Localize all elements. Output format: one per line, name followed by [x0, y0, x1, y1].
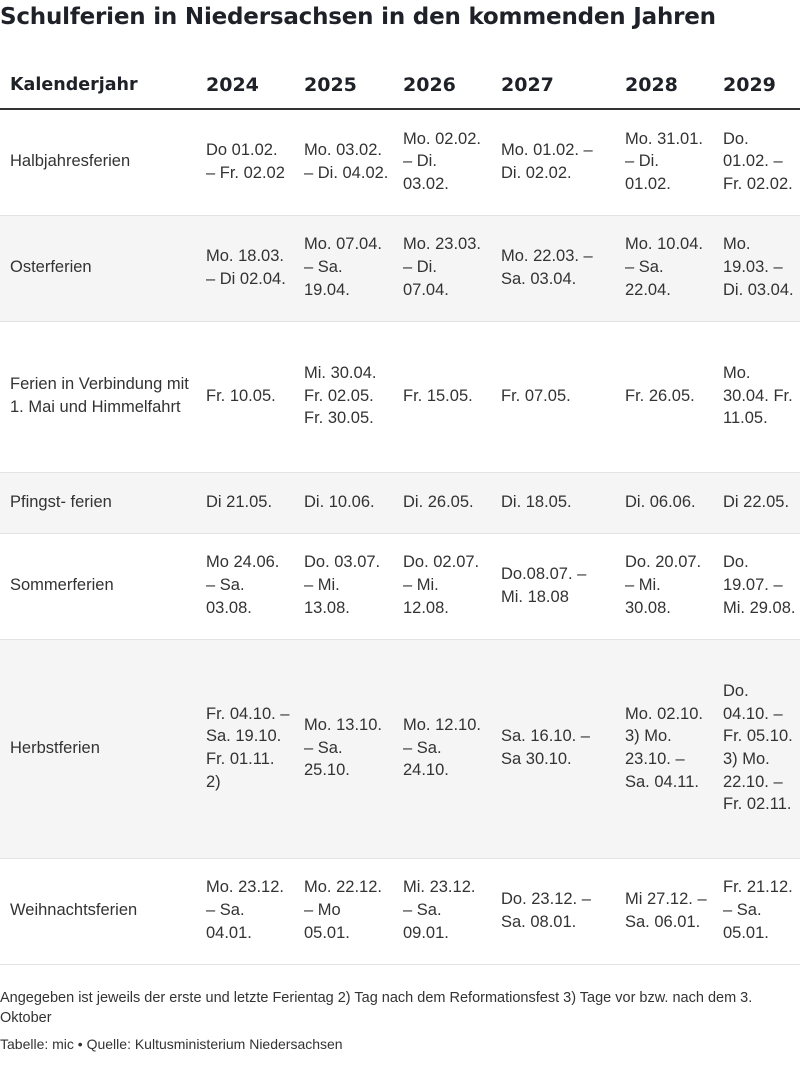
- table-cell: Mo. 12.10. – Sa. 24.10.: [393, 639, 491, 859]
- table-cell: Mo. 31.01. – Di. 01.02.: [615, 109, 713, 216]
- table-cell: Fr. 07.05.: [491, 321, 615, 473]
- table-row: Osterferien Mo. 18.03. – Di 02.04. Mo. 0…: [0, 215, 800, 322]
- table-cell: Mo. 02.10. 3) Mo. 23.10. – Sa. 04.11.: [615, 639, 713, 859]
- table-cell: Do. 04.10. – Fr. 05.10. 3) Mo. 22.10. – …: [713, 639, 800, 859]
- table-cell: Do. 20.07. – Mi. 30.08.: [615, 533, 713, 640]
- table-cell: Di. 10.06.: [294, 472, 393, 534]
- table-cell: Mo. 10.04. – Sa. 22.04.: [615, 215, 713, 322]
- table-cell: Mo. 02.02. – Di. 03.02.: [393, 109, 491, 216]
- row-label: Sommerferien: [0, 533, 196, 640]
- table-header-row: Kalenderjahr 2024 2025 2026 2027 2028 20…: [0, 62, 800, 110]
- holiday-table: Kalenderjahr 2024 2025 2026 2027 2028 20…: [0, 62, 800, 965]
- table-cell: Mo. 22.12. – Mo 05.01.: [294, 858, 393, 965]
- table-cell: Mi 27.12. – Sa. 06.01.: [615, 858, 713, 965]
- table-cell: Do. 03.07. – Mi. 13.08.: [294, 533, 393, 640]
- table-cell: Mi. 23.12. – Sa. 09.01.: [393, 858, 491, 965]
- footnote: Angegeben ist jeweils der erste und letz…: [0, 990, 753, 1026]
- column-header-year: 2029: [713, 62, 800, 110]
- table-cell: Mo. 19.03. – Di. 03.04.: [713, 215, 800, 322]
- table-cell: Do. 01.02. – Fr. 02.02.: [713, 109, 800, 216]
- table-cell: Mo. 23.12. – Sa. 04.01.: [196, 858, 294, 965]
- table-cell: Mo. 01.02. – Di. 02.02.: [491, 109, 615, 216]
- table-cell: Mo. 03.02. – Di. 04.02.: [294, 109, 393, 216]
- table-cell: Do. 23.12. – Sa. 08.01.: [491, 858, 615, 965]
- column-header-year: 2026: [393, 62, 491, 110]
- table-cell: Mo. 22.03. – Sa. 03.04.: [491, 215, 615, 322]
- table-cell: Mo. 18.03. – Di 02.04.: [196, 215, 294, 322]
- row-label: Halbjahresferien: [0, 109, 196, 216]
- table-cell: Mo. 07.04. – Sa. 19.04.: [294, 215, 393, 322]
- table-row: Weihnachtsferien Mo. 23.12. – Sa. 04.01.…: [0, 858, 800, 965]
- table-cell: Do 01.02. – Fr. 02.02: [196, 109, 294, 216]
- column-header-year: 2025: [294, 62, 393, 110]
- source-credit: Tabelle: mic • Quelle: Kultusministerium…: [0, 1036, 343, 1052]
- table-cell: Sa. 16.10. – Sa 30.10.: [491, 639, 615, 859]
- table-cell: Fr. 10.05.: [196, 321, 294, 473]
- table-cell: Do.08.07. – Mi. 18.08: [491, 533, 615, 640]
- table-cell: Di. 06.06.: [615, 472, 713, 534]
- table-cell: Di 22.05.: [713, 472, 800, 534]
- table-cell: Do. 19.07. – Mi. 29.08.: [713, 533, 800, 640]
- table-row: Sommerferien Mo 24.06. – Sa. 03.08. Do. …: [0, 533, 800, 640]
- table-row: Pfingst- ferien Di 21.05. Di. 10.06. Di.…: [0, 472, 800, 534]
- table-row: Ferien in Verbindung mit 1. Mai und Himm…: [0, 321, 800, 473]
- table-row: Herbstferien Fr. 04.10. – Sa. 19.10. Fr.…: [0, 639, 800, 859]
- column-header-year: 2024: [196, 62, 294, 110]
- row-label: Pfingst- ferien: [0, 472, 196, 534]
- row-label: Weihnachtsferien: [0, 858, 196, 965]
- table-cell: Fr. 15.05.: [393, 321, 491, 473]
- table-cell: Mi. 30.04. Fr. 02.05. Fr. 30.05.: [294, 321, 393, 473]
- table-cell: Fr. 04.10. – Sa. 19.10. Fr. 01.11. 2): [196, 639, 294, 859]
- table-cell: Di 21.05.: [196, 472, 294, 534]
- table-cell: Mo 24.06. – Sa. 03.08.: [196, 533, 294, 640]
- table-cell: Di. 26.05.: [393, 472, 491, 534]
- table-cell: Mo. 30.04. Fr. 11.05.: [713, 321, 800, 473]
- table-row: Halbjahresferien Do 01.02. – Fr. 02.02 M…: [0, 109, 800, 216]
- page-title: Schulferien in Niedersachsen in den komm…: [0, 4, 716, 30]
- table-cell: Fr. 21.12. – Sa. 05.01.: [713, 858, 800, 965]
- column-header-year: 2027: [491, 62, 615, 110]
- row-label: Herbstferien: [0, 639, 196, 859]
- table-cell: Mo. 13.10. – Sa. 25.10.: [294, 639, 393, 859]
- table-cell: Do. 02.07. – Mi. 12.08.: [393, 533, 491, 640]
- row-label: Osterferien: [0, 215, 196, 322]
- table-cell: Mo. 23.03. – Di. 07.04.: [393, 215, 491, 322]
- row-label: Ferien in Verbindung mit 1. Mai und Himm…: [0, 321, 196, 473]
- table-cell: Di. 18.05.: [491, 472, 615, 534]
- column-header-calendar-year: Kalenderjahr: [0, 62, 196, 110]
- column-header-year: 2028: [615, 62, 713, 110]
- table-cell: Fr. 26.05.: [615, 321, 713, 473]
